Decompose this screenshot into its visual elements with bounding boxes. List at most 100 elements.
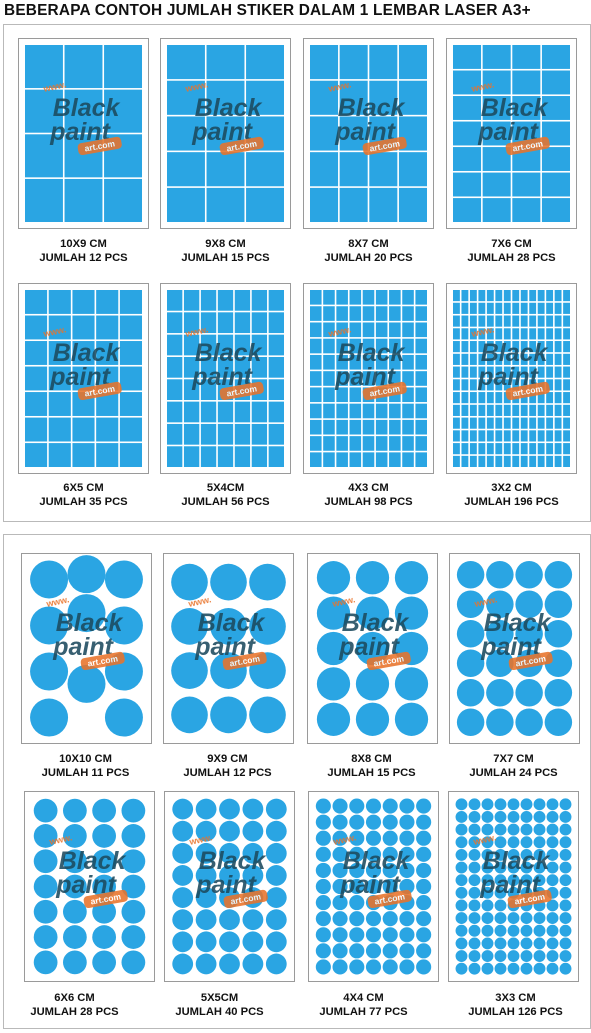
rect-sticker	[251, 290, 268, 311]
circle-sticker	[546, 823, 559, 836]
rect-sticker	[389, 403, 401, 419]
circle-sticker	[486, 561, 514, 589]
rect-sticker	[503, 455, 511, 467]
rect-sticker	[362, 354, 375, 370]
circle-sticker	[416, 895, 432, 911]
rect-sticker	[512, 430, 520, 442]
circle-sticker	[515, 590, 543, 618]
rect-sticker	[554, 353, 562, 365]
circle-sticker	[455, 950, 468, 962]
rect-sticker	[486, 417, 494, 429]
circle-sticker	[533, 912, 546, 925]
circle-sticker	[546, 811, 559, 823]
sticker-size: 10X10 CM	[59, 753, 112, 765]
circle-sticker	[315, 814, 331, 830]
rect-sticker	[72, 443, 95, 467]
rect-sticker	[415, 436, 427, 451]
rect-sticker	[495, 455, 503, 467]
circle-label: 8X8 CM JUMLAH 15 PCS	[299, 752, 444, 780]
circle-sticker	[33, 950, 58, 975]
watermark-domain-badge	[505, 381, 550, 401]
circle-sticker	[481, 886, 494, 899]
circle-sticker	[382, 959, 398, 975]
rect-sticker	[486, 353, 494, 365]
circle-sticker	[349, 911, 365, 927]
rect-sticker	[503, 366, 511, 378]
rect-sticker	[234, 423, 251, 445]
circle-sticker	[455, 861, 468, 874]
rect-sticker	[461, 290, 469, 302]
watermark-black-text: Black	[195, 339, 263, 367]
rect-sticker	[482, 45, 511, 69]
rect-sticker	[453, 455, 460, 467]
rect-sticker	[478, 328, 486, 340]
rect-sticker	[72, 417, 95, 442]
circle-sticker	[382, 798, 398, 814]
rect-sticker	[453, 96, 482, 120]
circle-sticker	[546, 848, 559, 861]
rect-sticker	[246, 152, 284, 187]
rect-sticker	[96, 315, 119, 340]
rect-sticker	[495, 341, 503, 353]
rect-sticker	[486, 392, 494, 404]
circle-label: 10X10 CM JUMLAH 11 PCS	[13, 752, 158, 780]
sheet-circle-5x5: www. Black paint art.com	[164, 791, 295, 982]
rect-sticker	[537, 404, 545, 416]
rect-sticker	[183, 312, 200, 334]
rect-sticker	[375, 338, 388, 354]
circle-sticker	[332, 895, 348, 911]
rect-sticker	[546, 455, 554, 467]
watermark-black-text: Black	[198, 609, 266, 637]
rect-sticker	[251, 401, 268, 423]
circle-sticker	[559, 924, 572, 937]
circle-sticker	[486, 620, 514, 648]
rect-sticker	[563, 328, 570, 340]
rect-sticker	[310, 152, 339, 187]
watermark-domain-badge	[505, 136, 550, 156]
circle-sticker	[494, 874, 507, 887]
rect-sticker	[453, 290, 460, 302]
rect-sticker	[415, 452, 427, 467]
circle-sticker	[546, 962, 559, 975]
rect-sticker	[268, 401, 284, 423]
sticker-size: 9X8 CM	[205, 238, 246, 250]
circle-sticker	[349, 814, 365, 830]
rect-sticker	[520, 302, 528, 314]
circle-sticker	[33, 925, 58, 949]
rect-sticker	[251, 334, 268, 356]
watermark-domain-badge	[80, 651, 125, 671]
rect-sticker	[486, 404, 494, 416]
rect-sticker	[486, 366, 494, 378]
circle-sticker	[219, 865, 240, 886]
circle-sticker	[520, 823, 533, 836]
sticker-count: JUMLAH 28 PCS	[30, 1006, 119, 1018]
rect-sticker	[520, 417, 528, 429]
rect-sticker	[495, 315, 503, 327]
rect-sticker	[48, 290, 71, 314]
rect-sticker	[25, 315, 48, 340]
circle-sticker	[195, 887, 217, 908]
rect-sticker	[336, 419, 348, 435]
watermark-www-text: www.	[183, 324, 209, 339]
watermark-black-text: Black	[56, 609, 124, 637]
circle-sticker	[195, 865, 217, 886]
rect-sticker	[453, 70, 482, 95]
rect-sticker	[554, 404, 562, 416]
sticker-count: JUMLAH 20 PCS	[324, 252, 413, 264]
rect-sticker	[96, 417, 119, 442]
circle-sticker	[33, 824, 58, 848]
circle-sticker	[520, 836, 533, 849]
rect-sticker	[546, 443, 554, 455]
rect-sticker	[336, 290, 348, 305]
rect-label: 7X6 CM JUMLAH 28 PCS	[439, 237, 584, 265]
circle-sticker	[315, 862, 331, 878]
watermark-domain-badge	[219, 136, 264, 156]
rect-sticker	[96, 392, 119, 416]
rect-sticker	[546, 302, 554, 314]
